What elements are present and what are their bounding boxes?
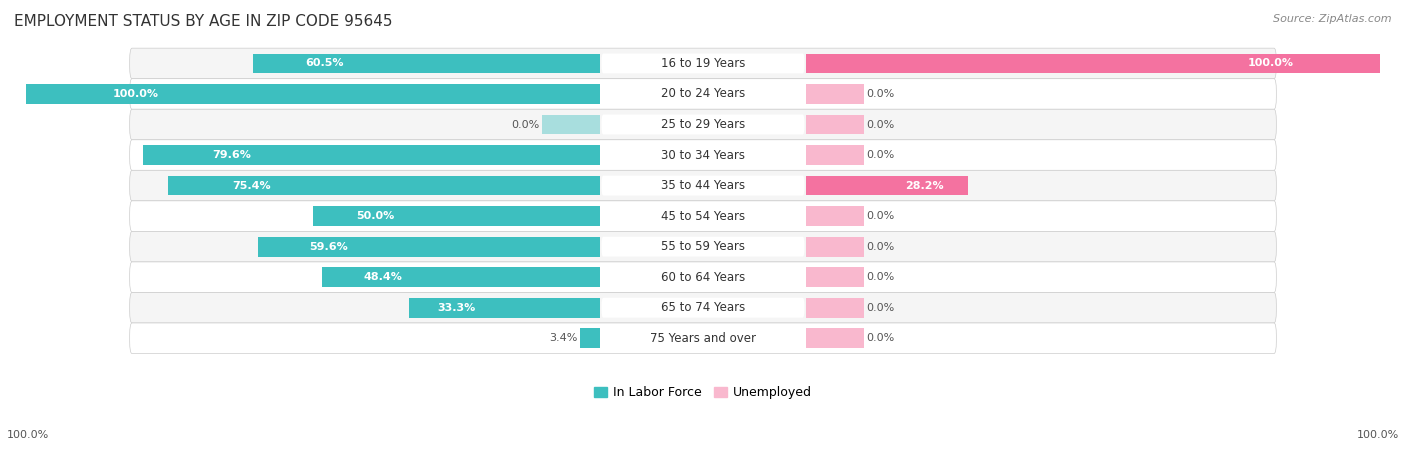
Text: 16 to 19 Years: 16 to 19 Years — [661, 57, 745, 70]
FancyBboxPatch shape — [602, 115, 804, 134]
Bar — [253, 54, 600, 74]
Text: 100.0%: 100.0% — [112, 89, 159, 99]
Text: 35 to 44 Years: 35 to 44 Years — [661, 179, 745, 192]
Text: 75 Years and over: 75 Years and over — [650, 332, 756, 345]
Bar — [581, 328, 600, 348]
Text: 0.0%: 0.0% — [512, 120, 540, 129]
FancyBboxPatch shape — [129, 231, 1277, 262]
FancyBboxPatch shape — [602, 54, 804, 74]
Text: 0.0%: 0.0% — [866, 89, 894, 99]
Text: 0.0%: 0.0% — [866, 150, 894, 160]
Bar — [806, 175, 967, 195]
Bar — [806, 298, 863, 318]
Text: 60 to 64 Years: 60 to 64 Years — [661, 271, 745, 284]
Bar — [314, 206, 600, 226]
Text: Source: ZipAtlas.com: Source: ZipAtlas.com — [1274, 14, 1392, 23]
FancyBboxPatch shape — [129, 109, 1277, 140]
FancyBboxPatch shape — [129, 292, 1277, 323]
Bar — [806, 328, 863, 348]
FancyBboxPatch shape — [129, 170, 1277, 201]
Bar — [259, 237, 600, 257]
Text: 79.6%: 79.6% — [212, 150, 250, 160]
Text: 0.0%: 0.0% — [866, 120, 894, 129]
FancyBboxPatch shape — [129, 262, 1277, 292]
FancyBboxPatch shape — [129, 140, 1277, 170]
Bar — [806, 115, 863, 134]
Bar — [806, 54, 1379, 74]
Legend: In Labor Force, Unemployed: In Labor Force, Unemployed — [589, 381, 817, 404]
FancyBboxPatch shape — [602, 237, 804, 257]
FancyBboxPatch shape — [602, 84, 804, 104]
Bar — [806, 267, 863, 287]
Bar — [322, 267, 600, 287]
Text: 59.6%: 59.6% — [309, 242, 349, 252]
Text: 0.0%: 0.0% — [866, 303, 894, 313]
Bar — [806, 145, 863, 165]
Bar — [409, 298, 600, 318]
Bar — [806, 237, 863, 257]
FancyBboxPatch shape — [602, 145, 804, 165]
FancyBboxPatch shape — [602, 328, 804, 348]
Bar — [143, 145, 600, 165]
Text: 28.2%: 28.2% — [905, 180, 943, 191]
FancyBboxPatch shape — [602, 298, 804, 318]
Text: 65 to 74 Years: 65 to 74 Years — [661, 301, 745, 314]
Text: EMPLOYMENT STATUS BY AGE IN ZIP CODE 95645: EMPLOYMENT STATUS BY AGE IN ZIP CODE 956… — [14, 14, 392, 28]
Text: 0.0%: 0.0% — [866, 333, 894, 343]
Text: 48.4%: 48.4% — [364, 272, 402, 282]
FancyBboxPatch shape — [129, 323, 1277, 354]
FancyBboxPatch shape — [602, 175, 804, 195]
Text: 20 to 24 Years: 20 to 24 Years — [661, 87, 745, 101]
FancyBboxPatch shape — [602, 206, 804, 226]
Bar — [543, 115, 600, 134]
Text: 0.0%: 0.0% — [866, 242, 894, 252]
FancyBboxPatch shape — [129, 79, 1277, 109]
Text: 0.0%: 0.0% — [866, 211, 894, 221]
Text: 0.0%: 0.0% — [866, 272, 894, 282]
Text: 55 to 59 Years: 55 to 59 Years — [661, 240, 745, 253]
FancyBboxPatch shape — [129, 48, 1277, 79]
Text: 100.0%: 100.0% — [7, 430, 49, 440]
Text: 75.4%: 75.4% — [232, 180, 271, 191]
FancyBboxPatch shape — [129, 201, 1277, 231]
Bar — [167, 175, 600, 195]
Text: 33.3%: 33.3% — [437, 303, 475, 313]
Text: 45 to 54 Years: 45 to 54 Years — [661, 210, 745, 223]
Bar — [806, 84, 863, 104]
Text: 60.5%: 60.5% — [305, 59, 343, 69]
Bar — [806, 206, 863, 226]
FancyBboxPatch shape — [602, 267, 804, 287]
Bar — [27, 84, 600, 104]
Text: 3.4%: 3.4% — [550, 333, 578, 343]
Text: 50.0%: 50.0% — [356, 211, 395, 221]
Text: 25 to 29 Years: 25 to 29 Years — [661, 118, 745, 131]
Text: 100.0%: 100.0% — [1247, 59, 1294, 69]
Text: 100.0%: 100.0% — [1357, 430, 1399, 440]
Text: 30 to 34 Years: 30 to 34 Years — [661, 148, 745, 161]
